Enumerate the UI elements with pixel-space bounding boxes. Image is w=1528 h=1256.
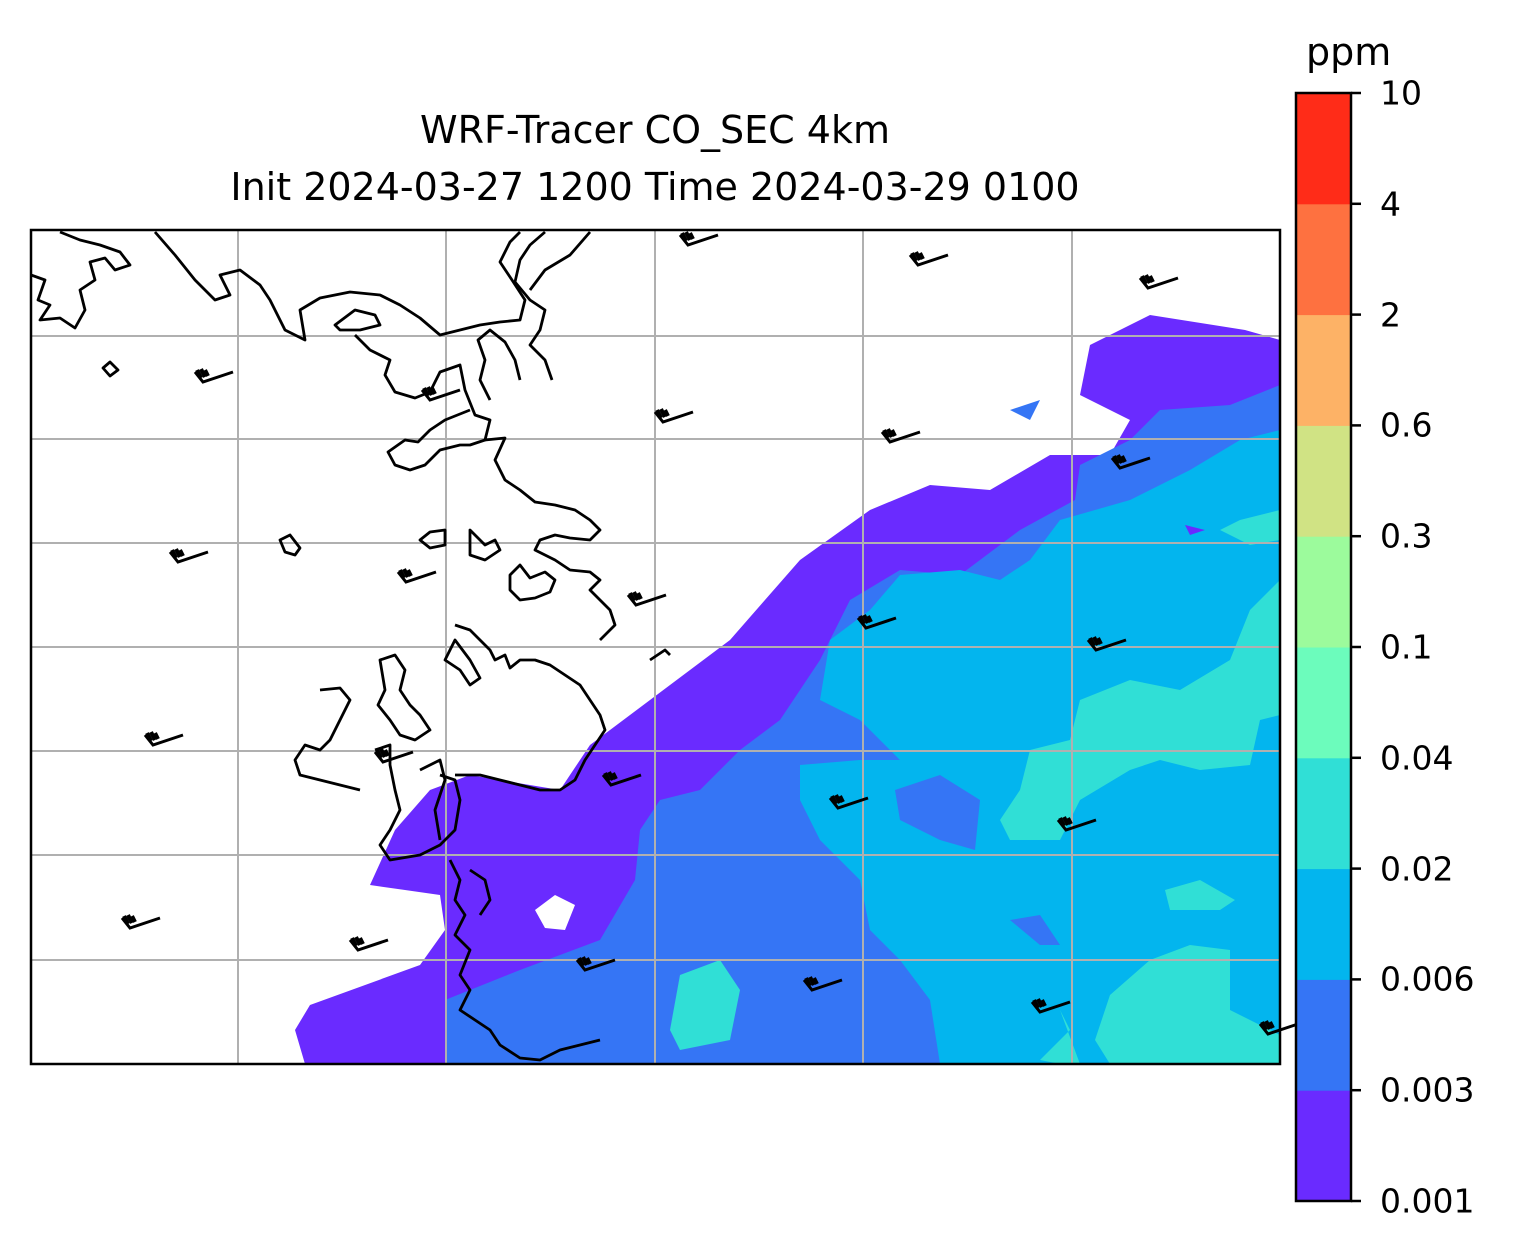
contour-0.02-0.04-b <box>1220 510 1280 545</box>
contour-0.003-0.006-patch <box>1010 400 1040 420</box>
contour-0.003-0.006-island-b <box>1010 915 1060 945</box>
colorbar-tick-label: 0.04 <box>1380 738 1454 778</box>
wind-barbs <box>120 231 1299 1036</box>
contour-0.02-0.04-e <box>670 960 740 1050</box>
wind-barb <box>856 614 897 630</box>
wind-barb <box>653 408 694 424</box>
contour-0.001-0.003-island <box>1185 525 1205 535</box>
colorbar-segment <box>1296 1090 1351 1202</box>
colorbar <box>1294 91 1361 1203</box>
wind-barb <box>1258 1020 1299 1036</box>
contour-0.02-0.04-c <box>1095 945 1280 1064</box>
colorbar-unit-label: ppm <box>1306 30 1392 74</box>
colorbar-tick-label: 0.6 <box>1380 405 1433 445</box>
wind-barb <box>120 914 161 930</box>
wind-barb <box>396 568 437 584</box>
colorbar-tick-label: 0.003 <box>1380 1070 1475 1110</box>
colorbar-tick-label: 0.001 <box>1380 1181 1475 1221</box>
map-subtitle: Init 2024-03-27 1200 Time 2024-03-29 010… <box>230 165 1080 209</box>
colorbar-tick-label: 0.3 <box>1380 516 1433 556</box>
wind-barb <box>880 428 921 444</box>
colorbar-segment <box>1296 425 1351 537</box>
contour-0.02-0.04-d <box>1165 880 1235 910</box>
wind-barb <box>908 251 949 267</box>
colorbar-segment <box>1296 93 1351 205</box>
wind-barb <box>1030 998 1071 1014</box>
coastline <box>31 230 671 1062</box>
wind-barb <box>1086 636 1127 652</box>
contour-0.006-0.02 <box>800 430 1280 1064</box>
colorbar-segment <box>1296 314 1351 426</box>
map-frame <box>29 228 1282 1066</box>
wind-barb <box>1138 274 1179 290</box>
colorbar-segment <box>1296 757 1351 870</box>
wind-barb <box>420 386 461 402</box>
colorbar-segment <box>1296 647 1351 759</box>
colorbar-tick-label: 0.02 <box>1380 849 1454 889</box>
colorbar-tick-label: 10 <box>1380 73 1422 113</box>
wind-barb <box>678 231 719 247</box>
wind-barb <box>802 976 843 992</box>
wind-barb <box>1056 816 1097 832</box>
colorbar-segment <box>1296 979 1351 1091</box>
colorbar-segment <box>1296 868 1351 980</box>
wind-barb <box>373 748 414 764</box>
colorbar-segment <box>1296 536 1351 648</box>
colorbar-tick-label: 4 <box>1380 184 1401 224</box>
colorbar-tick-label: 0.1 <box>1380 627 1433 667</box>
wind-barb <box>828 794 869 810</box>
contour-0.02-0.04-f <box>1040 1010 1080 1064</box>
map-title: WRF-Tracer CO_SEC 4km <box>420 108 890 152</box>
wind-barb <box>575 956 616 972</box>
wind-barb <box>193 368 234 384</box>
concentration-contours <box>295 315 1280 1064</box>
contour-0.02-0.04-a <box>1000 580 1280 840</box>
contour-0.003-0.006-island-a <box>895 775 980 850</box>
wind-barb <box>143 731 184 747</box>
map-gridlines <box>31 230 1280 1064</box>
colorbar-tick-label: 2 <box>1380 295 1401 335</box>
wind-barb <box>601 771 642 787</box>
wind-barb <box>168 548 209 564</box>
wind-barb <box>1110 454 1151 470</box>
colorbar-tick-label: 0.006 <box>1380 959 1475 999</box>
wind-barb <box>626 591 667 607</box>
no-data-hole <box>535 895 575 930</box>
colorbar-segment <box>1296 203 1351 316</box>
wind-barb <box>348 936 389 952</box>
